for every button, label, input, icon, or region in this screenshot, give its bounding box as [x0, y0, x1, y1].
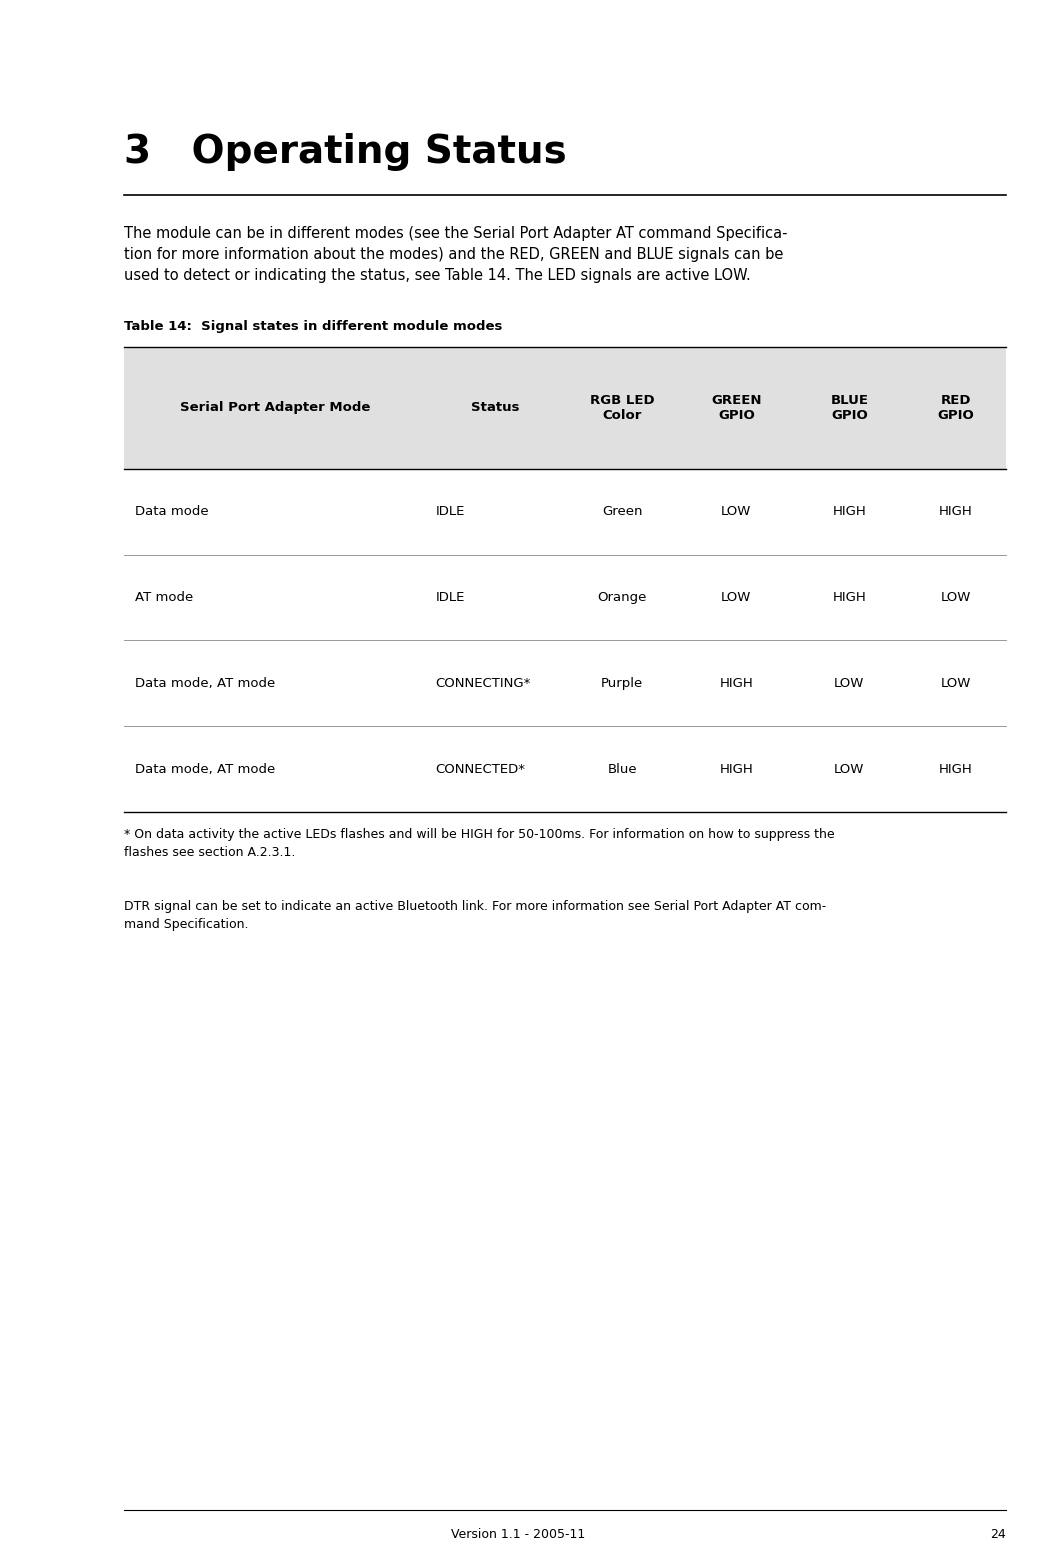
Text: HIGH: HIGH	[719, 676, 753, 690]
Text: RGB LED
Color: RGB LED Color	[590, 394, 655, 422]
Text: Data mode, AT mode: Data mode, AT mode	[135, 762, 275, 776]
Text: CONNECTED*: CONNECTED*	[435, 762, 526, 776]
Text: LOW: LOW	[721, 590, 751, 604]
Text: Data mode: Data mode	[135, 505, 209, 519]
Bar	[125, 347, 1006, 469]
Text: BLUE
GPIO: BLUE GPIO	[830, 394, 869, 422]
Text: Orange: Orange	[597, 590, 647, 604]
Text: DTR signal can be set to indicate an active Bluetooth link. For more information: DTR signal can be set to indicate an act…	[125, 900, 827, 931]
Text: Serial Port Adapter Mode: Serial Port Adapter Mode	[180, 401, 370, 414]
Text: Version 1.1 - 2005-11: Version 1.1 - 2005-11	[451, 1528, 586, 1540]
Text: AT mode: AT mode	[135, 590, 193, 604]
Text: 24: 24	[990, 1528, 1006, 1540]
Text: Blue: Blue	[608, 762, 637, 776]
Text: Data mode, AT mode: Data mode, AT mode	[135, 676, 275, 690]
Text: LOW: LOW	[940, 676, 970, 690]
Text: Purple: Purple	[601, 676, 643, 690]
Text: RED
GPIO: RED GPIO	[937, 394, 974, 422]
Text: LOW: LOW	[940, 590, 970, 604]
Text: IDLE: IDLE	[435, 505, 464, 519]
Text: LOW: LOW	[721, 505, 751, 519]
Text: The module can be in different modes (see the Serial Port Adapter AT command Spe: The module can be in different modes (se…	[125, 226, 788, 283]
Text: Table 14:  Signal states in different module modes: Table 14: Signal states in different mod…	[125, 320, 503, 333]
Text: 3   Operating Status: 3 Operating Status	[125, 133, 567, 170]
Text: HIGH: HIGH	[938, 762, 973, 776]
Text: LOW: LOW	[834, 762, 864, 776]
Text: Green: Green	[602, 505, 642, 519]
Text: HIGH: HIGH	[832, 505, 867, 519]
Text: GREEN
GPIO: GREEN GPIO	[711, 394, 762, 422]
Text: HIGH: HIGH	[719, 762, 753, 776]
Text: * On data activity the active LEDs flashes and will be HIGH for 50-100ms. For in: * On data activity the active LEDs flash…	[125, 828, 835, 859]
Text: IDLE: IDLE	[435, 590, 464, 604]
Text: HIGH: HIGH	[832, 590, 867, 604]
Text: HIGH: HIGH	[938, 505, 973, 519]
Text: Status: Status	[471, 401, 520, 414]
Text: CONNECTING*: CONNECTING*	[435, 676, 531, 690]
Text: LOW: LOW	[834, 676, 864, 690]
